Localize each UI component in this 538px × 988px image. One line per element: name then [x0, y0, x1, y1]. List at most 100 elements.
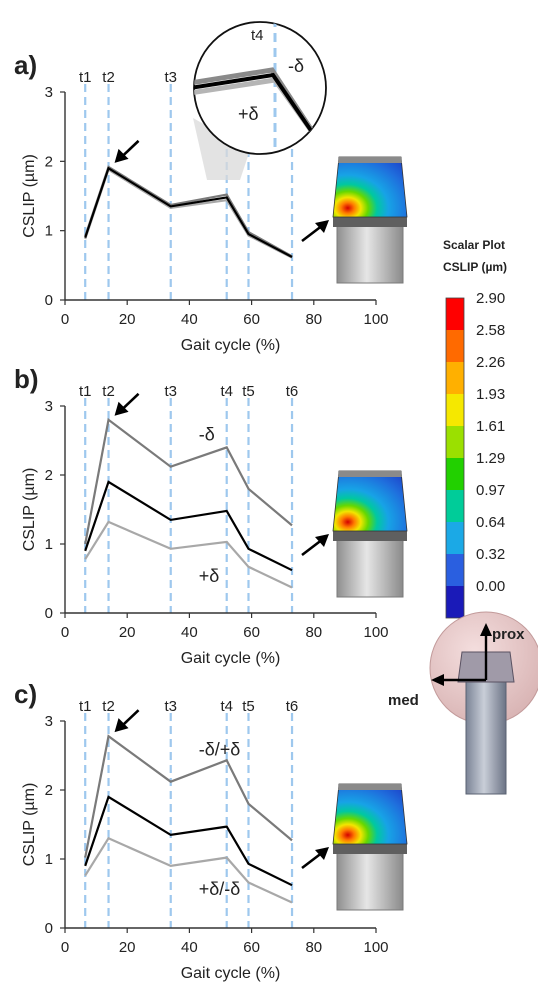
series-line-plus — [84, 836, 293, 904]
y-tick-label: 1 — [45, 536, 53, 553]
x-tick-label: 100 — [363, 939, 388, 956]
y-tick-label: 0 — [45, 292, 53, 309]
zoom-t4-label: t4 — [251, 27, 264, 44]
time-marker-label-t1: t1 — [79, 698, 92, 715]
orientation-model: prox med — [388, 611, 538, 795]
time-marker-label-t2: t2 — [102, 69, 115, 86]
y-axis-title: CSLIP (µm) — [21, 783, 38, 867]
stem — [336, 224, 404, 284]
head-contour — [332, 783, 408, 845]
panel-label: b) — [14, 364, 39, 394]
x-tick-label: 80 — [305, 311, 322, 328]
y-tick-label: 3 — [45, 713, 53, 730]
x-axis-title: Gait cycle (%) — [181, 965, 281, 982]
implant-model-3 — [301, 783, 408, 911]
series-annotation: +δ/-δ — [199, 879, 241, 899]
y-tick-label: 2 — [45, 153, 53, 170]
y-tick-label: 1 — [45, 223, 53, 240]
y-tick-label: 1 — [45, 851, 53, 868]
series-line-minus — [84, 734, 293, 858]
x-tick-label: 100 — [363, 311, 388, 328]
y-tick-label: 2 — [45, 467, 53, 484]
panel-label: a) — [14, 50, 37, 80]
time-marker-label-t5: t5 — [242, 383, 255, 400]
y-tick-label: 3 — [45, 398, 53, 415]
x-tick-label: 0 — [61, 624, 69, 641]
x-tick-label: 40 — [181, 311, 198, 328]
colorbar-swatch — [446, 394, 464, 426]
implant-model-2 — [301, 470, 408, 598]
series-annotation: -δ — [199, 425, 215, 445]
colorbar-title-line2: CSLIP (µm) — [443, 260, 507, 274]
stem — [336, 851, 404, 911]
time-marker-label-t3: t3 — [164, 69, 177, 86]
colorbar-tick-label: 0.64 — [476, 514, 505, 531]
peak-arrow-icon — [114, 148, 129, 163]
x-axis-title: Gait cycle (%) — [181, 650, 281, 667]
series-line-plus — [84, 168, 293, 259]
zoom-inset: t4 -δ +δ — [193, 21, 327, 180]
med-label: med — [388, 692, 419, 709]
colorbar-tick-label: 0.00 — [476, 578, 505, 595]
x-tick-label: 20 — [119, 311, 136, 328]
hotspot-arrow-icon — [315, 847, 329, 860]
head-contour — [332, 156, 408, 218]
colorbar-swatch — [446, 330, 464, 362]
series-line-mean — [84, 795, 293, 887]
series-line-minus — [84, 417, 293, 545]
y-tick-label: 0 — [45, 605, 53, 622]
time-marker-label-t1: t1 — [79, 69, 92, 86]
x-tick-label: 40 — [181, 624, 198, 641]
colorbar-tick-label: 1.61 — [476, 418, 505, 435]
implant-models — [301, 156, 408, 911]
zoom-cone — [193, 118, 250, 180]
colorbar-swatches — [445, 297, 465, 619]
time-marker-label-t1: t1 — [79, 383, 92, 400]
x-tick-label: 20 — [119, 939, 136, 956]
colorbar-swatch — [446, 554, 464, 586]
prox-label: prox — [492, 626, 525, 643]
x-tick-label: 80 — [305, 939, 322, 956]
panel-label: c) — [14, 679, 37, 709]
x-tick-label: 80 — [305, 624, 322, 641]
y-axis-title: CSLIP (µm) — [21, 154, 38, 238]
time-marker-label-t6: t6 — [286, 698, 299, 715]
colorbar-tick-label: 2.58 — [476, 322, 505, 339]
colorbar-tick-label: 0.97 — [476, 482, 505, 499]
colorbar-swatch — [446, 490, 464, 522]
stem — [336, 538, 404, 598]
colorbar-tick-label: 2.26 — [476, 354, 505, 371]
head-top — [338, 471, 402, 477]
x-tick-label: 0 — [61, 311, 69, 328]
series-line-mean — [84, 480, 293, 572]
series-line-plus — [84, 520, 293, 589]
panel-b: b) t1 t2 t3 t4 t5 t6 0 1 2 3 0 20 40 60 80 100 Gait cycle… — [14, 364, 389, 667]
colorbar-swatch — [446, 426, 464, 458]
series-annotation: +δ — [199, 566, 220, 586]
series-annotation: -δ/+δ — [199, 740, 241, 760]
colorbar-tick-label: 1.93 — [476, 386, 505, 403]
collar — [333, 531, 407, 541]
colorbar-title-line1: Scalar Plot — [443, 238, 505, 252]
colorbar-swatch — [446, 522, 464, 554]
head-contour — [332, 470, 408, 532]
peak-arrow-icon — [114, 718, 129, 733]
zoom-line-mean — [194, 72, 325, 150]
color-scale-legend: Scalar Plot CSLIP (µm) 2.90 2.58 2.26 1.93 1… — [443, 238, 507, 619]
hotspot-arrow-icon — [315, 534, 329, 547]
x-tick-label: 20 — [119, 624, 136, 641]
panel-a: a) t1 t2 t3 0 1 2 3 0 20 40 60 80 100 Gait cycle (%) CS… — [14, 50, 389, 354]
time-marker-label-t4: t4 — [220, 698, 233, 715]
time-marker-label-t3: t3 — [164, 383, 177, 400]
y-tick-label: 0 — [45, 920, 53, 937]
zoom-plus-label: +δ — [238, 104, 259, 124]
x-tick-label: 100 — [363, 624, 388, 641]
y-tick-label: 3 — [45, 84, 53, 101]
y-axis-title: CSLIP (µm) — [21, 468, 38, 552]
time-marker-label-t2: t2 — [102, 698, 115, 715]
time-marker-label-t4: t4 — [220, 383, 233, 400]
zoom-minus-label: -δ — [288, 56, 304, 76]
colorbar-tick-labels: 2.90 2.58 2.26 1.93 1.61 1.29 0.97 0.64 0.32 0.00 — [476, 290, 505, 595]
